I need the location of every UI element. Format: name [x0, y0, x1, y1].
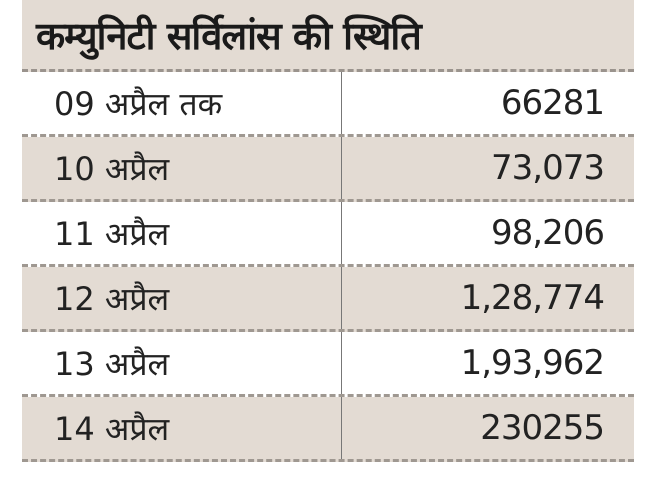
- count-cell: 1,93,962: [460, 343, 605, 383]
- count-cell: 230255: [480, 408, 605, 448]
- date-cell: 12 अप्रैल: [22, 267, 342, 329]
- date-cell: 09 अप्रैल तक: [22, 72, 342, 134]
- table-row: 11 अप्रैल 98,206: [22, 202, 634, 267]
- count-cell: 98,206: [491, 213, 605, 253]
- table-row: 13 अप्रैल 1,93,962: [22, 332, 634, 397]
- table-row: 12 अप्रैल 1,28,774: [22, 267, 634, 332]
- table-row: 14 अप्रैल 230255: [22, 397, 634, 462]
- count-cell: 1,28,774: [460, 278, 605, 318]
- community-surveillance-table: कम्युनिटी सर्विलांस की स्थिति 09 अप्रैल …: [22, 0, 634, 462]
- date-cell: 11 अप्रैल: [22, 202, 342, 264]
- count-cell: 66281: [500, 83, 605, 123]
- count-cell: 73,073: [491, 148, 605, 188]
- date-cell: 14 अप्रैल: [22, 397, 342, 459]
- table-row: 10 अप्रैल 73,073: [22, 137, 634, 202]
- table-row: 09 अप्रैल तक 66281: [22, 72, 634, 137]
- date-cell: 13 अप्रैल: [22, 332, 342, 394]
- table-header: कम्युनिटी सर्विलांस की स्थिति: [22, 0, 634, 72]
- date-cell: 10 अप्रैल: [22, 137, 342, 199]
- table-title: कम्युनिटी सर्विलांस की स्थिति: [36, 13, 422, 58]
